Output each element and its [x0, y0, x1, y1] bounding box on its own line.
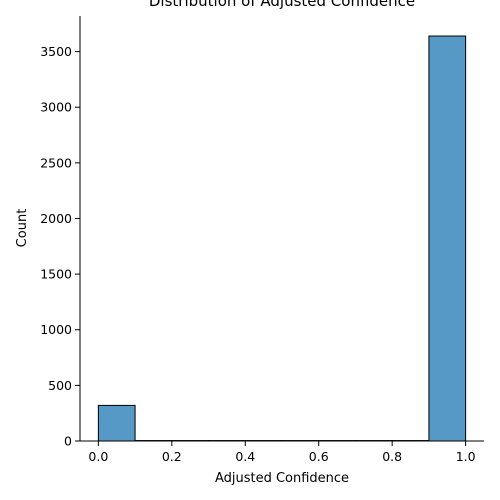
x-tick-label: 0.2: [162, 449, 182, 464]
histogram-bars: [97, 35, 467, 442]
x-tick-label: 1.0: [456, 449, 476, 464]
y-tick-label: 3000: [40, 100, 72, 115]
y-tick-label: 1000: [40, 322, 72, 337]
y-tick-label: 2000: [40, 211, 72, 226]
x-tick-label: 0.0: [88, 449, 108, 464]
y-tick-label: 500: [48, 378, 72, 393]
histogram-bar-0: [97, 404, 136, 442]
x-tick-label: 0.4: [235, 449, 255, 464]
chart-title: Distribution of Adjusted Confidence: [149, 0, 415, 10]
x-tick-label: 0.8: [382, 449, 402, 464]
y-tick-label: 2500: [40, 155, 72, 170]
x-tick-label: 0.6: [309, 449, 329, 464]
y-tick-label: 1500: [40, 267, 72, 282]
x-axis-label: Adjusted Confidence: [215, 471, 349, 486]
y-tick-label: 0: [64, 434, 72, 449]
y-tick-label: 3500: [40, 44, 72, 59]
histogram-bar-9: [428, 35, 467, 442]
y-axis-label: Count: [15, 209, 30, 248]
y-axis-ticks: 0 500 1000 1500 2000 2500 3000 3500: [40, 44, 80, 449]
x-axis-ticks: 0.0 0.2 0.4 0.6 0.8 1.0: [88, 441, 476, 464]
